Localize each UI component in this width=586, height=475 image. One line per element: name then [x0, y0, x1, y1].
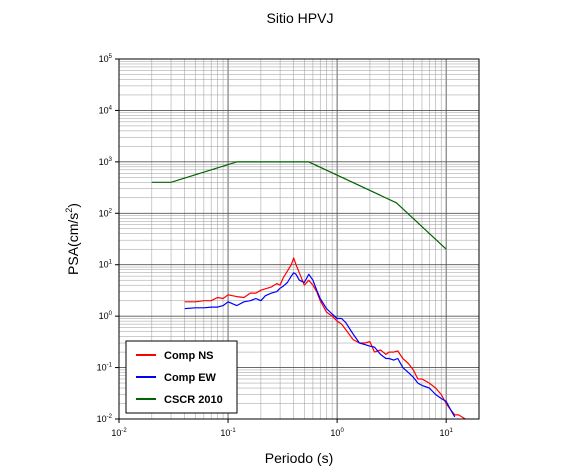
y-axis-ticks: 10-2 10-1 100 101 102 103 104 105 — [97, 54, 119, 424]
x-tick-label: 101 — [439, 428, 453, 438]
legend-label: Comp NS — [164, 350, 214, 362]
y-tick-label: 10-1 — [97, 363, 113, 373]
y-tick-label: 10-2 — [97, 414, 113, 424]
series-line-cscr-2010 — [151, 161, 447, 250]
y-axis-label-close: ) — [65, 203, 81, 208]
y-tick-label: 101 — [99, 260, 113, 270]
series-line-comp-ns — [184, 257, 466, 420]
x-tick-label: 100 — [330, 428, 344, 438]
x-tick-label: 10-1 — [220, 428, 236, 438]
y-tick-label: 100 — [99, 311, 113, 321]
y-tick-label: 102 — [99, 208, 113, 218]
series-layer — [151, 161, 466, 420]
x-tick-label: 10-2 — [111, 428, 127, 438]
y-tick-label: 104 — [99, 105, 113, 115]
legend-label: Comp EW — [164, 372, 217, 384]
y-tick-label: 105 — [99, 54, 113, 64]
legend: Comp NS Comp EW CSCR 2010 — [125, 340, 238, 414]
series-line-comp-ew — [184, 272, 456, 418]
plot-frame — [118, 58, 480, 420]
y-tick-label: 103 — [99, 157, 113, 167]
y-axis-label-sup: 2 — [64, 208, 74, 213]
x-axis-label: Periodo (s) — [265, 450, 333, 466]
chart-title: Sitio HPVJ — [267, 10, 334, 26]
y-axis-label-main: PSA(cm/s — [65, 213, 81, 275]
x-axis-ticks: 10-2 10-1 100 101 — [111, 419, 454, 438]
legend-label: CSCR 2010 — [164, 394, 223, 406]
y-axis-label: PSA(cm/s2) — [64, 203, 81, 275]
